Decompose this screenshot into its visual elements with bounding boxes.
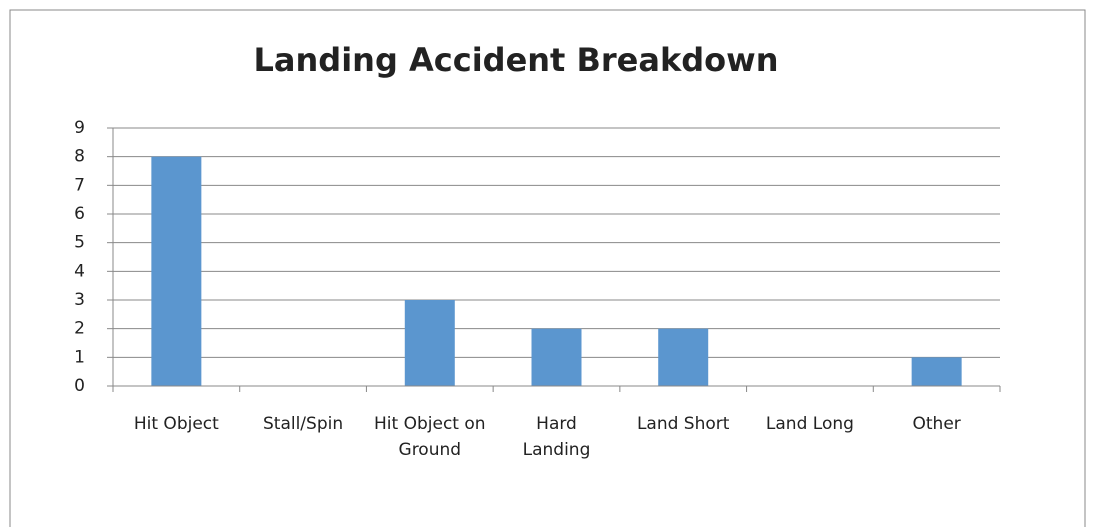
- bar: [658, 328, 709, 386]
- y-tick-label: 4: [74, 261, 85, 281]
- bar: [911, 357, 962, 386]
- y-tick-label: 3: [74, 290, 85, 310]
- y-tick-label: 9: [74, 118, 85, 138]
- y-tick-label: 2: [74, 319, 85, 339]
- y-tick-label: 5: [74, 233, 85, 253]
- chart-title: Landing Accident Breakdown: [254, 41, 779, 79]
- x-tick-label: Hard Landing: [522, 414, 591, 460]
- x-tick-label: Hit Object on Ground: [374, 414, 486, 460]
- x-tick-label: Land Long: [765, 414, 854, 434]
- x-tick-label: Land Short: [636, 414, 730, 434]
- x-tick-label: Other: [912, 414, 961, 434]
- y-tick-label: 8: [74, 147, 85, 167]
- y-tick-label: 0: [74, 376, 85, 396]
- x-tick-label: Stall/Spin: [262, 414, 344, 434]
- y-tick-label: 6: [74, 204, 85, 224]
- y-tick-label: 1: [74, 347, 85, 367]
- y-tick-label: 7: [74, 175, 85, 195]
- bar: [151, 156, 202, 386]
- bar: [404, 300, 455, 386]
- bar: [531, 328, 582, 386]
- x-tick-label: Hit Object: [133, 414, 219, 434]
